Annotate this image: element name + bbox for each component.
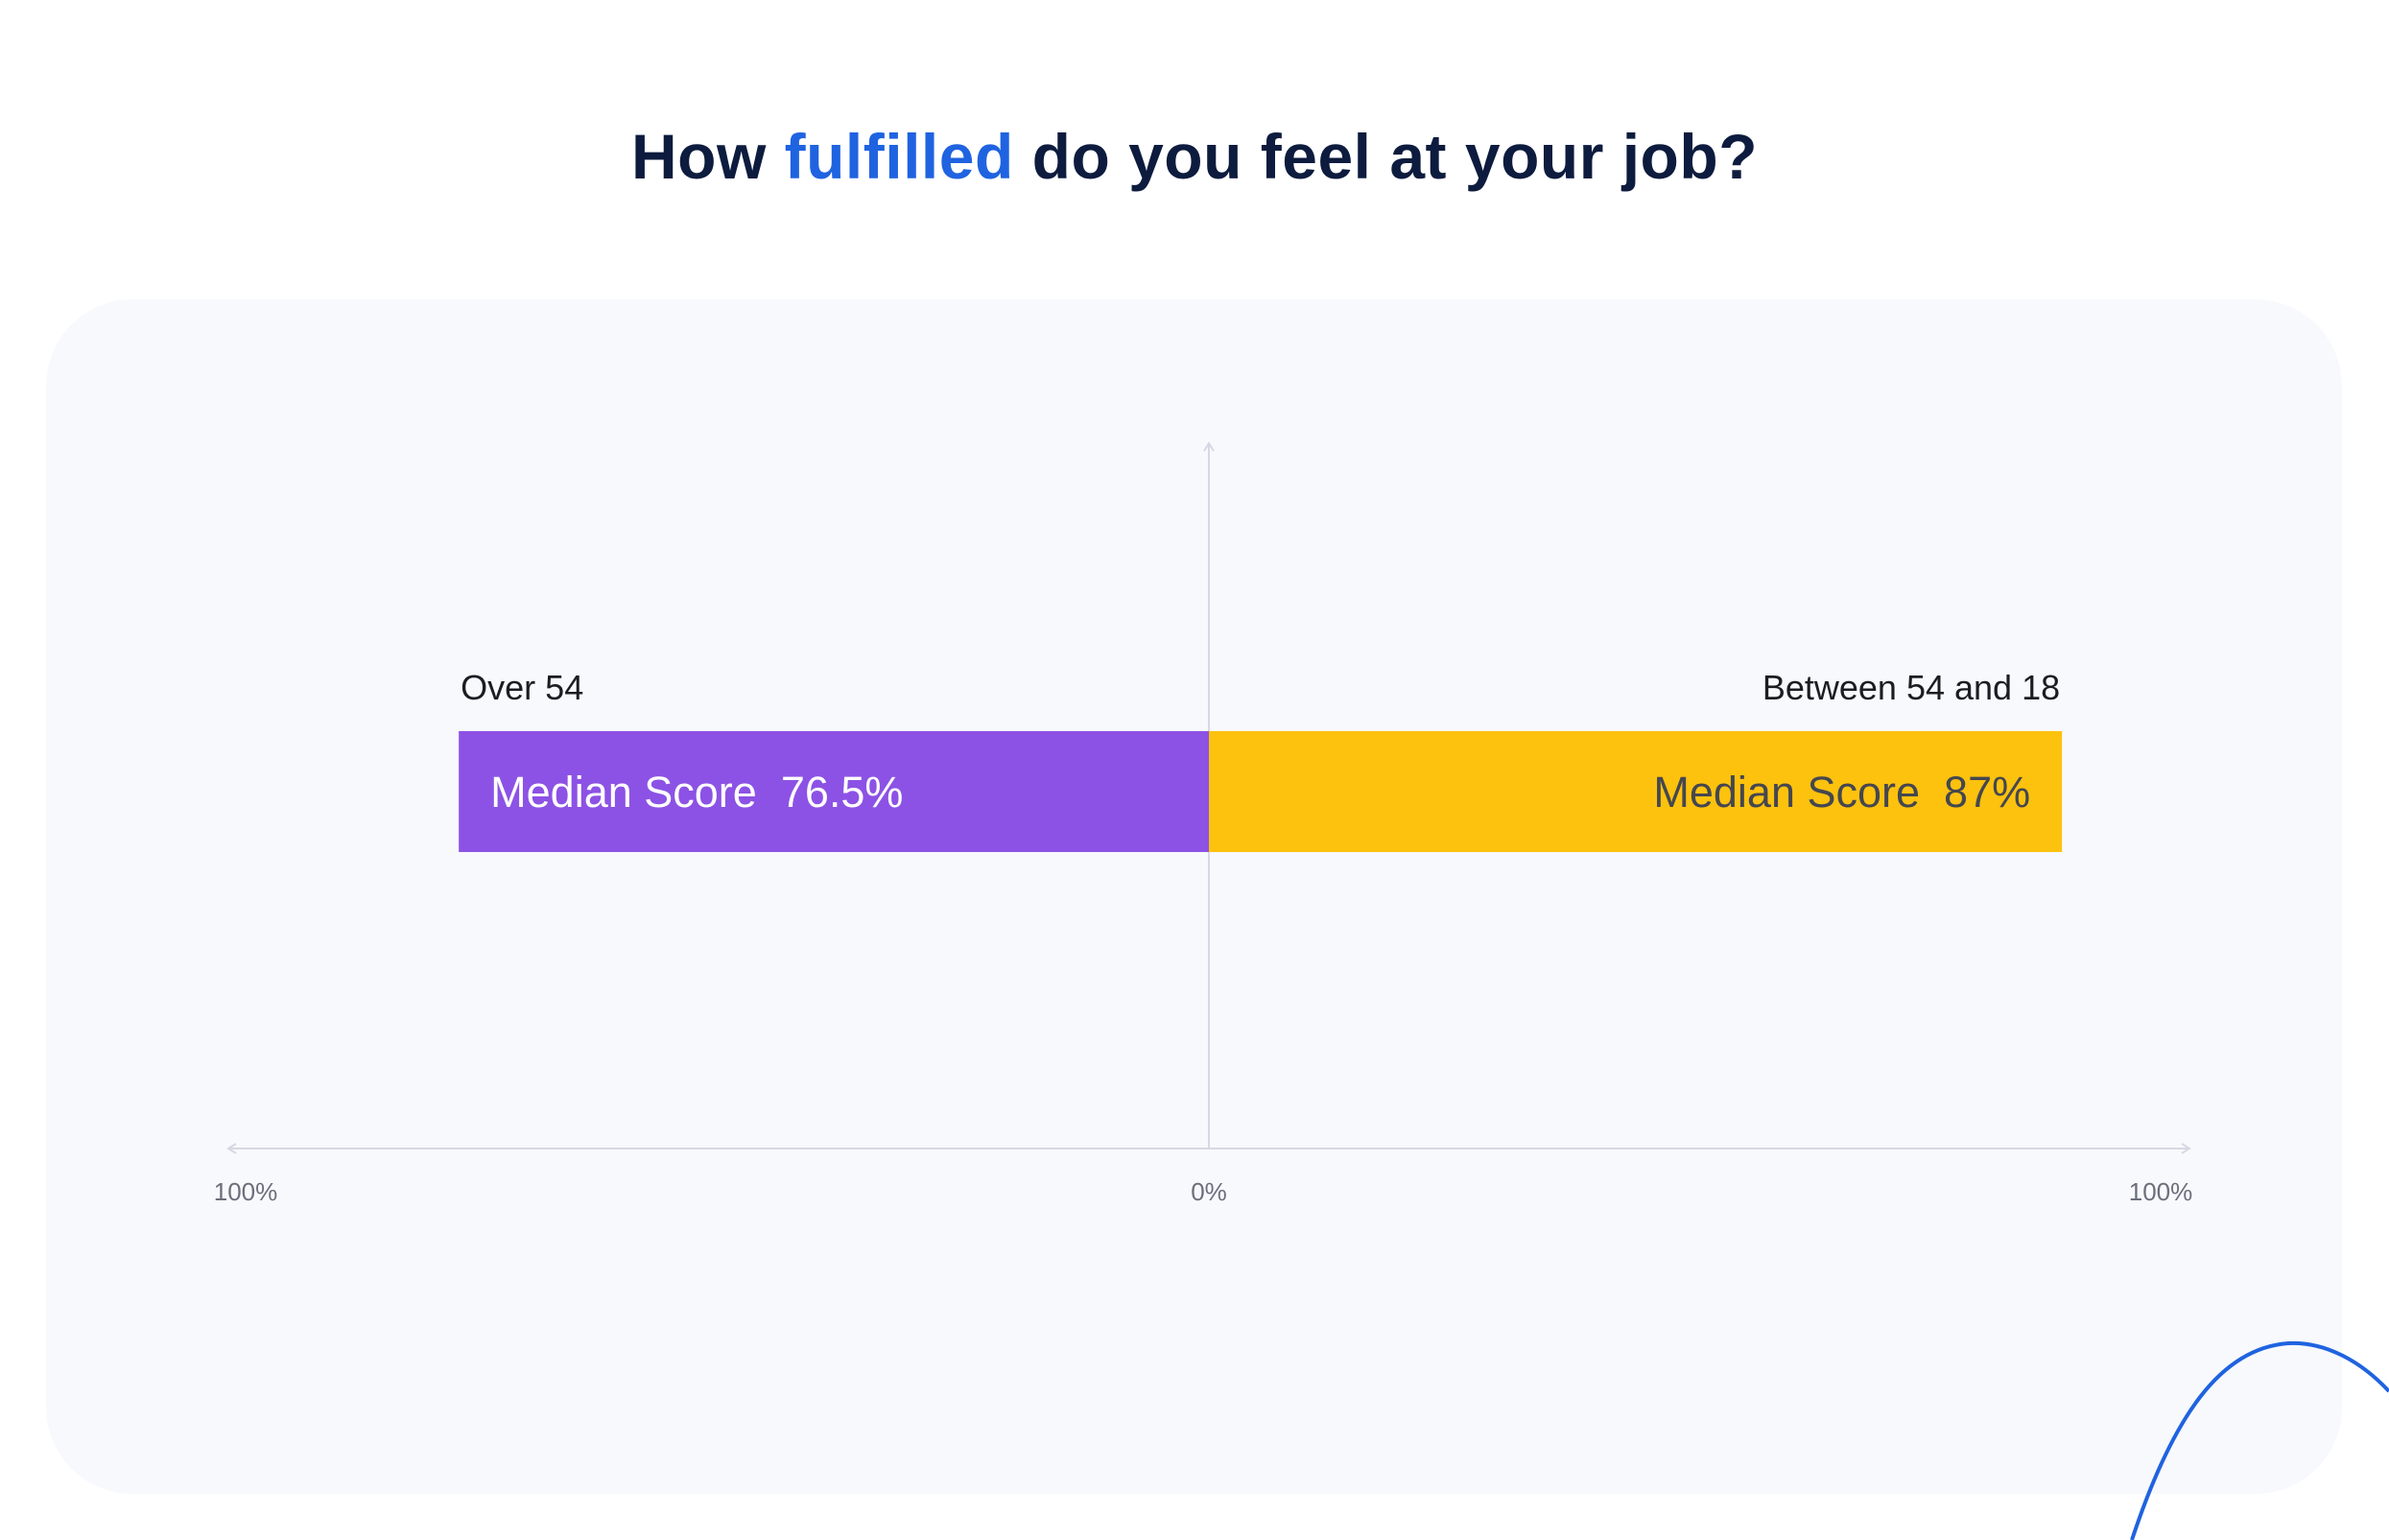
title-suffix: do you feel at your job? — [1013, 121, 1759, 192]
bar-value-label: Median Score 87% — [1653, 768, 2030, 817]
x-tick-label: 100% — [214, 1177, 278, 1206]
title-highlight: fulfilled — [784, 121, 1014, 192]
bar-between-54-and-18 — [1209, 731, 2063, 852]
bar-label-value: 76.5% — [781, 768, 904, 817]
chart-title: How fulfilled do you feel at your job? — [0, 120, 2389, 193]
bar-over-54 — [459, 731, 1209, 852]
decorative-curve — [2130, 1340, 2389, 1540]
y-axis-top-arrow — [1203, 441, 1215, 452]
bar-value-label: Median Score 76.5% — [490, 768, 903, 817]
category-label: Over 54 — [461, 668, 583, 707]
x-axis-right-arrow — [2181, 1143, 2191, 1154]
chart-ticks: 100% 0% 100% — [214, 1177, 2193, 1206]
bar-label-prefix: Median Score — [490, 768, 781, 817]
x-axis-left-arrow — [226, 1143, 237, 1154]
chart-card — [46, 299, 2342, 1494]
bar-label-value: 87% — [1944, 768, 2030, 817]
bar-label-prefix: Median Score — [1653, 768, 1944, 817]
x-tick-label: 100% — [2129, 1177, 2193, 1206]
title-prefix: How — [630, 121, 785, 192]
chart-bars: Over 54 Median Score 76.5% Between 54 and … — [459, 668, 2063, 852]
category-label: Between 54 and 18 — [1762, 668, 2060, 707]
x-tick-label: 0% — [1191, 1177, 1227, 1206]
